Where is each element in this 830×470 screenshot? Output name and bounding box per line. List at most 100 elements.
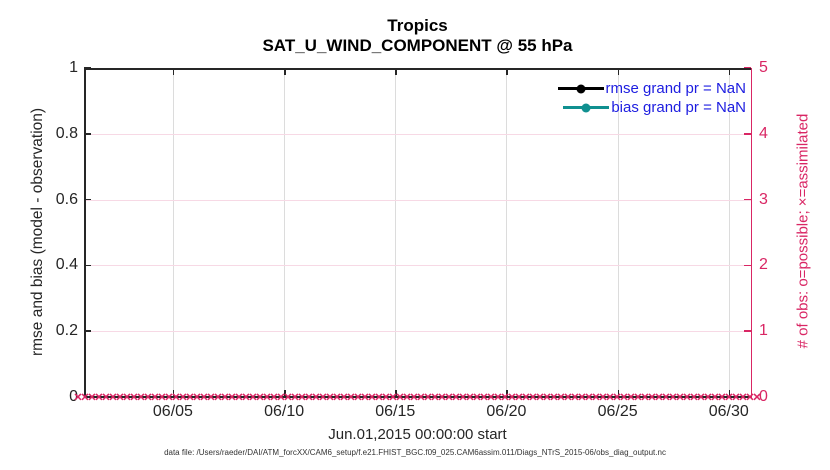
obs-count-marker: × — [458, 388, 468, 405]
obs-count-marker: × — [234, 388, 244, 405]
obs-count-marker: × — [325, 388, 335, 405]
obs-count-marker: × — [108, 388, 118, 405]
obs-count-marker: × — [563, 388, 573, 405]
rmse-marker-icon — [576, 84, 586, 93]
obs-count-marker: × — [507, 388, 517, 405]
obs-count-marker: × — [514, 388, 524, 405]
obs-count-marker: × — [150, 388, 160, 405]
obs-count-marker: × — [486, 388, 496, 405]
obs-count-marker: × — [101, 388, 111, 405]
obs-count-marker: × — [528, 388, 538, 405]
obs-count-marker: × — [703, 388, 713, 405]
obs-count-marker: × — [717, 388, 727, 405]
x-tick-bottom — [284, 390, 286, 397]
vertical-gridline — [617, 68, 619, 397]
obs-count-marker: × — [164, 388, 174, 405]
horizontal-gridline — [84, 331, 751, 333]
obs-count-marker: × — [626, 388, 636, 405]
left-y-tick-label: 0.8 — [55, 124, 78, 142]
obs-count-marker: × — [80, 388, 90, 405]
y-tick-right — [744, 133, 751, 135]
left-y-tick-label: 0 — [69, 388, 78, 405]
obs-count-marker: × — [570, 388, 580, 405]
obs-count-marker: × — [94, 388, 104, 405]
obs-count-marker: × — [248, 388, 258, 405]
rmse-line-sample — [557, 84, 604, 93]
obs-count-marker: × — [213, 388, 223, 405]
obs-count-marker: × — [367, 388, 377, 405]
x-tick-top — [395, 68, 397, 75]
obs-count-marker: × — [87, 388, 97, 405]
obs-count-marker: × — [171, 388, 181, 405]
obs-count-marker: × — [745, 388, 755, 405]
obs-count-marker: × — [136, 388, 146, 405]
obs-count-marker: × — [199, 388, 209, 405]
obs-count-marker: × — [535, 388, 545, 405]
obs-count-marker: × — [472, 388, 482, 405]
obs-count-marker: × — [332, 388, 342, 405]
x-tick-top — [728, 68, 731, 75]
obs-count-marker: × — [402, 388, 412, 405]
horizontal-gridline — [84, 265, 751, 267]
obs-count-marker: × — [444, 388, 454, 405]
obs-count-marker: × — [598, 388, 608, 405]
x-tick-bottom — [728, 390, 731, 397]
horizontal-gridline — [84, 199, 751, 201]
obs-count-marker: × — [549, 388, 559, 405]
obs-count-marker: × — [241, 388, 251, 405]
left-axis-line — [84, 68, 86, 398]
x-axis-label: Jun.01,2015 00:00:00 start — [328, 426, 507, 443]
y-tick-right — [744, 330, 751, 332]
obs-count-marker: × — [220, 388, 230, 405]
obs-count-marker: × — [318, 388, 328, 405]
x-tick-bottom — [395, 390, 397, 397]
obs-count-marker: × — [451, 388, 461, 405]
obs-count-marker: × — [381, 388, 391, 405]
obs-count-marker: × — [661, 388, 671, 405]
obs-count-marker: × — [619, 388, 629, 405]
x-tick-label: 06/30 — [708, 403, 749, 420]
obs-count-marker: × — [724, 388, 734, 405]
obs-count-marker: × — [360, 388, 370, 405]
obs-count-marker: × — [353, 388, 363, 405]
obs-count-marker: × — [73, 388, 83, 405]
obs-count-marker: × — [675, 388, 685, 405]
chart-title-region: Tropics — [387, 16, 448, 35]
x-tick-label: 06/25 — [597, 403, 638, 420]
obs-count-marker: × — [346, 388, 356, 405]
obs-count-marker: × — [304, 388, 314, 405]
right-y-axis-label: # of obs: o=possible; ×=assimilated — [794, 113, 812, 349]
y-tick-left — [84, 198, 91, 201]
vertical-gridline — [506, 68, 508, 397]
left-y-tick-label: 0.4 — [55, 256, 78, 274]
obs-count-marker: × — [577, 388, 587, 405]
chart-title: Tropics SAT_U_WIND_COMPONENT @ 55 hPa — [84, 16, 751, 56]
obs-count-marker: × — [255, 388, 265, 405]
obs-count-marker: × — [591, 388, 601, 405]
obs-count-marker: × — [206, 388, 216, 405]
obs-count-marker: × — [479, 388, 489, 405]
obs-count-marker: × — [374, 388, 384, 405]
obs-count-marker: × — [640, 388, 650, 405]
obs-count-marker: × — [654, 388, 664, 405]
legend-label-rmse: rmse grand pr = NaN — [605, 80, 746, 97]
obs-count-marker: × — [276, 388, 286, 405]
bias-marker-icon — [581, 103, 591, 112]
vertical-gridline — [172, 68, 174, 397]
obs-count-marker: × — [542, 388, 552, 405]
left-y-tick-label: 1 — [69, 59, 78, 76]
left-y-axis-label: rmse and bias (model - observation) — [29, 107, 46, 357]
obs-count-marker: × — [556, 388, 566, 405]
obs-count-marker: × — [178, 388, 188, 405]
obs-count-marker: × — [521, 388, 531, 405]
obs-count-marker: × — [423, 388, 433, 405]
right-axis-line — [750, 68, 752, 398]
x-tick-top — [617, 68, 620, 75]
y-tick-right — [744, 264, 751, 267]
obs-count-marker: × — [430, 388, 440, 405]
left-y-tick-label: 0.6 — [55, 190, 78, 208]
vertical-gridline — [728, 68, 730, 397]
obs-count-marker: × — [633, 388, 643, 405]
obs-count-marker: × — [297, 388, 307, 405]
x-tick-top — [172, 68, 175, 75]
